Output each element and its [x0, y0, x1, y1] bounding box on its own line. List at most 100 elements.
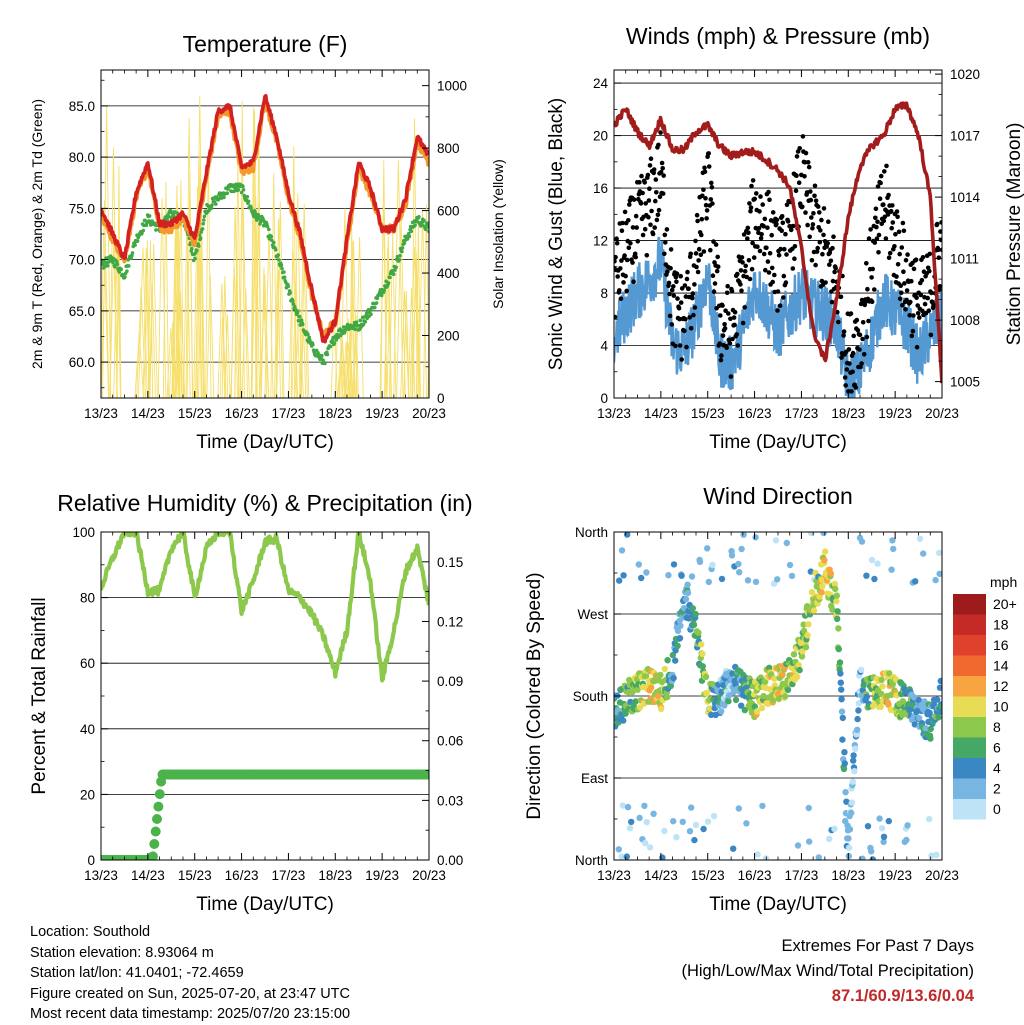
- gust-point: [811, 211, 816, 216]
- gust-point: [751, 255, 757, 260]
- gust-point: [810, 226, 815, 231]
- gust-point: [778, 246, 783, 252]
- wind-direction-point: [932, 576, 939, 584]
- wind-direction-point: [628, 818, 635, 826]
- dewpoint-point: [388, 275, 392, 280]
- wind-direction-point: [726, 692, 733, 699]
- solar-insolation-trace: [250, 107, 257, 398]
- y2-tick-label: 0: [437, 391, 445, 406]
- gust-point: [699, 232, 704, 238]
- gust-point: [631, 279, 636, 285]
- gust-point: [646, 214, 651, 220]
- wind-direction-point: [760, 692, 767, 700]
- gust-point: [790, 266, 796, 271]
- gust-point: [897, 296, 903, 302]
- x-tick-label: 19/23: [878, 406, 912, 421]
- gust-point: [715, 254, 720, 260]
- gust-point: [650, 231, 656, 237]
- gust-point: [939, 220, 942, 225]
- gust-point: [691, 312, 696, 318]
- gust-point: [726, 311, 731, 316]
- wind-direction-point: [619, 802, 626, 809]
- gust-point: [892, 244, 897, 249]
- gust-point: [767, 197, 772, 203]
- gust-point: [796, 180, 802, 185]
- solar-insolation-trace: [276, 201, 285, 398]
- gust-point: [742, 305, 747, 310]
- y2-tick-label: 400: [437, 266, 460, 281]
- gust-point: [648, 156, 654, 161]
- y2-tick-label: 0.15: [437, 555, 463, 570]
- gust-point: [848, 311, 854, 316]
- gust-point: [614, 314, 618, 320]
- wind-direction-point: [839, 714, 846, 722]
- solar-insolation-trace: [407, 287, 416, 398]
- dewpoint-point: [354, 320, 359, 325]
- gust-point: [646, 198, 652, 203]
- gust-point: [718, 313, 723, 318]
- gust-point: [857, 332, 863, 338]
- gust-point: [823, 280, 828, 285]
- solar-insolation-trace: [400, 290, 410, 398]
- wind-direction-point: [863, 693, 870, 700]
- gust-point: [701, 187, 706, 192]
- gust-point: [818, 228, 823, 233]
- wind-direction-point: [677, 622, 684, 629]
- gust-point: [890, 220, 896, 225]
- gust-point: [938, 229, 942, 234]
- precip-point: [149, 839, 160, 849]
- gust-point: [927, 268, 932, 274]
- wind-direction-point: [740, 532, 747, 538]
- wind-direction-point: [670, 674, 677, 682]
- dewpoint-point: [369, 312, 373, 317]
- wind-direction-point: [779, 671, 786, 678]
- legend-swatch: [953, 799, 986, 820]
- wind-direction-point: [744, 577, 752, 584]
- wind-direction-point: [837, 670, 844, 677]
- solar-insolation-trace: [230, 267, 239, 398]
- wind-direction-point: [643, 569, 650, 576]
- gust-point: [779, 214, 785, 219]
- gust-point: [861, 352, 867, 357]
- winds-pressure-panel: 13/23 14/23 15/23 16/23 17/23 18/23 19/23 20/23…: [546, 23, 1024, 453]
- gust-point: [762, 216, 768, 222]
- gust-point: [648, 222, 653, 228]
- gust-point: [718, 357, 724, 363]
- gust-point: [794, 173, 799, 178]
- wind-direction-point: [833, 598, 840, 605]
- precip-point: [153, 801, 164, 812]
- wind-direction-point: [736, 569, 743, 576]
- gust-point: [732, 309, 738, 315]
- wind-direction-point: [799, 648, 806, 655]
- wind-direction-point: [810, 607, 818, 614]
- dewpoint-point: [280, 266, 284, 271]
- gust-point: [756, 226, 762, 231]
- gust-point: [684, 344, 689, 350]
- gust-point: [853, 385, 859, 390]
- wind-direction-point: [794, 673, 801, 680]
- gust-point: [803, 150, 809, 156]
- solar-insolation-trace: [206, 274, 215, 398]
- wind-direction-point: [936, 570, 942, 577]
- gust-point: [874, 224, 879, 230]
- gust-point: [676, 306, 682, 311]
- wind-direction-point: [821, 557, 828, 564]
- wind-direction-point: [636, 704, 644, 711]
- wind-direction-point: [851, 768, 858, 775]
- wind-direction-point: [718, 575, 726, 583]
- x-tick-label: 17/23: [785, 406, 819, 421]
- wind-direction-point: [688, 804, 695, 811]
- legend-label: 10: [993, 699, 1009, 715]
- gust-point: [626, 218, 631, 223]
- wind-direction-point: [842, 789, 849, 796]
- gust-point: [876, 232, 882, 238]
- gust-point: [734, 332, 739, 337]
- gust-point: [838, 294, 844, 300]
- gust-point: [630, 260, 635, 265]
- gust-point: [674, 279, 679, 285]
- gust-point: [830, 245, 835, 251]
- wind-direction-point: [696, 558, 704, 565]
- gust-point: [761, 251, 767, 257]
- y2-tick-label: 1020: [950, 67, 980, 82]
- wind-direction-point: [622, 710, 629, 717]
